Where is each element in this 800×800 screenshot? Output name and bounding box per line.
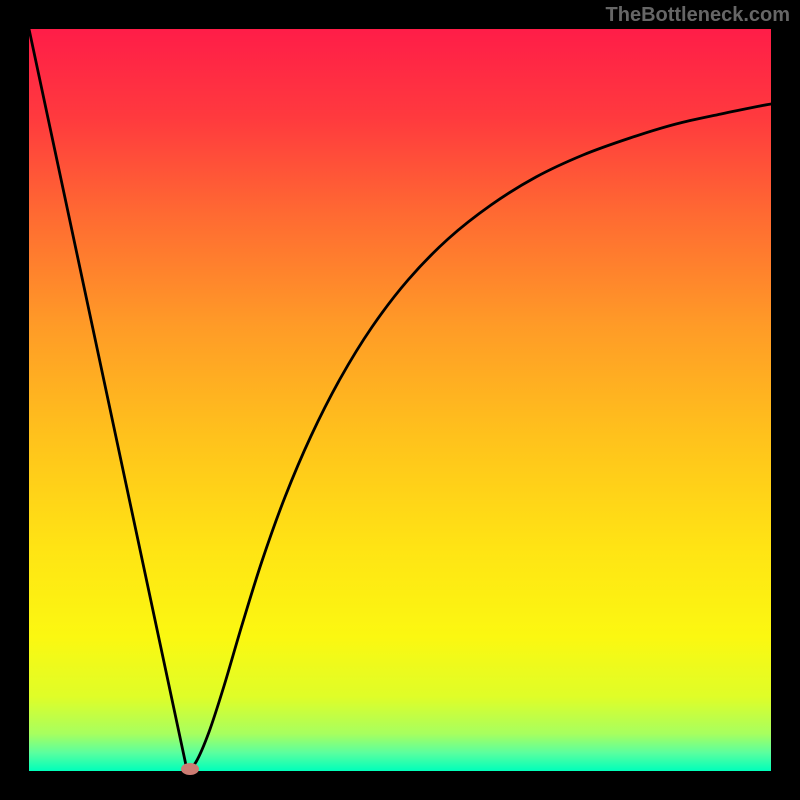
chart-container: TheBottleneck.com bbox=[0, 0, 800, 800]
optimum-marker bbox=[181, 763, 199, 775]
plot-background bbox=[29, 29, 771, 771]
watermark-text: TheBottleneck.com bbox=[606, 4, 790, 27]
bottleneck-chart bbox=[0, 0, 800, 800]
